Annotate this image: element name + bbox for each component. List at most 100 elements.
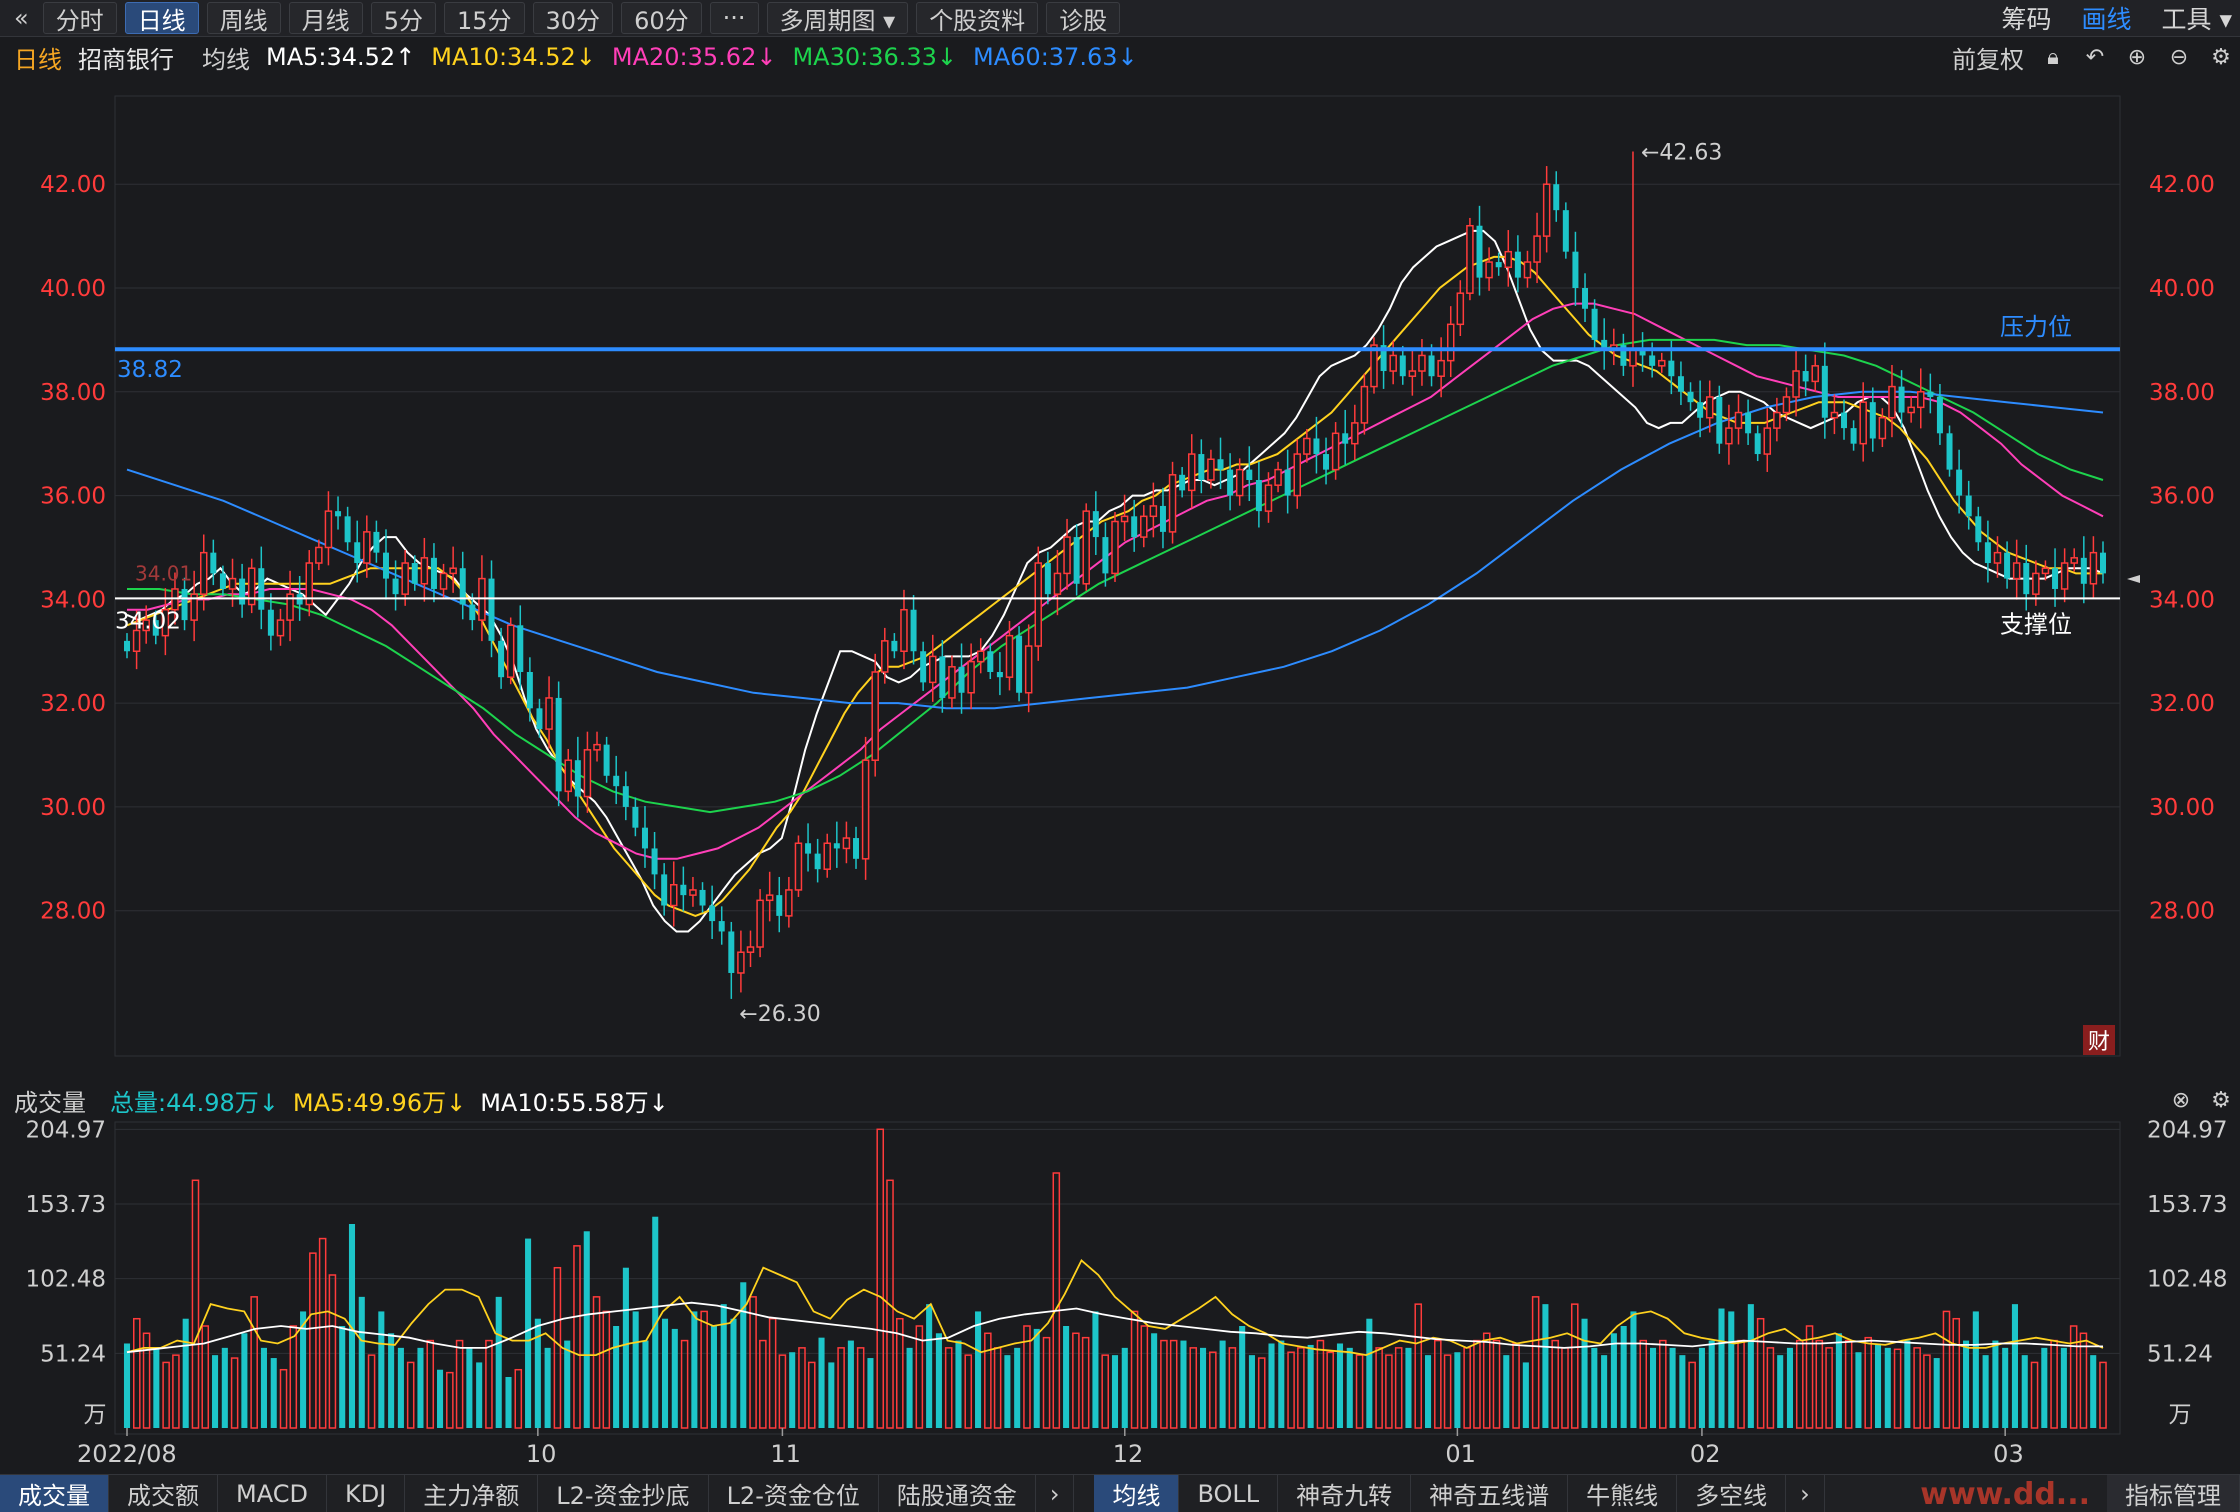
draw-line-button[interactable]: 画线 [2081,5,2132,34]
candle-up [1658,359,1666,367]
zoom-in-icon[interactable]: ⊕ [2127,44,2147,70]
ma-label[interactable]: 均线 [202,45,250,74]
volume-bar-down [1151,1333,1158,1428]
overlay-tab[interactable]: 多空线 [1677,1475,1787,1512]
indicator-tab[interactable]: 成交额 [109,1475,218,1512]
volume-bar-down [1669,1347,1676,1428]
candle-up [1187,453,1196,492]
candle-up [315,546,323,564]
volume-bar-up [328,1274,337,1429]
overlay-tab[interactable]: 神奇五线谱 [1411,1475,1569,1512]
price-axis-left: 42.00 40.00 38.00 36.00 34.00 32.00 30.00 28.00 [40,172,106,924]
volume-bar-down [1522,1362,1529,1428]
period-tab[interactable]: 日线 [124,2,199,35]
zoom-out-icon[interactable]: ⊖ [2169,44,2189,70]
chip-button[interactable]: 筹码 [2001,5,2052,34]
volume-bar-up [896,1317,904,1429]
candlestick-chart[interactable]: 42.00 40.00 38.00 36.00 34.00 32.00 30.00 28.00… [0,78,2240,1078]
volume-bar-down [1649,1347,1657,1428]
period-tab[interactable]: 诊股 [1046,2,1121,35]
period-tab[interactable]: 个股资料 [916,2,1039,35]
volume-tick-label: 153.73 [2147,1192,2227,1218]
period-tab[interactable]: 周线 [206,2,281,35]
gear-icon[interactable]: ⚙ [2211,1087,2231,1113]
volume-bar-up [2079,1332,2088,1429]
period-tab[interactable]: 月线 [288,2,363,35]
volume-bar-down [583,1231,590,1428]
overlay-tab[interactable]: BOLL [1179,1475,1279,1512]
price-tick-label: 34.00 [40,587,106,613]
period-tab[interactable]: 多周期图 ▾ [766,2,909,35]
volume-bar-down [1014,1347,1021,1428]
volume-bar-down [378,1311,385,1428]
indicator-tab[interactable]: 成交量 [0,1475,109,1512]
adjust-select[interactable]: 前复权 [1952,45,2024,74]
candle-up [1485,261,1493,279]
stock-name[interactable]: 招商银行 [78,45,174,74]
volume-bar-down [935,1333,942,1428]
fin-badge-label: 财 [2088,1030,2110,1055]
candle-down [488,578,495,641]
volume-chart[interactable]: 204.97 204.97 153.73 153.73 102.48 102.48 51.2… [0,1120,2240,1472]
volume-bar-down [1933,1358,1940,1428]
fin-badge[interactable] [2083,1025,2115,1055]
volume-bar-up [680,1339,689,1429]
candle-down [1313,438,1320,455]
overlay-tab[interactable]: 神奇九转 [1278,1475,1412,1512]
overlay-tab[interactable]: 牛熊线 [1568,1475,1678,1512]
indicator-tab[interactable]: L2-资金仓位 [709,1475,879,1512]
candle-down [1044,563,1051,595]
gear-icon[interactable]: ⚙ [2211,44,2231,70]
candle-up [1082,510,1090,585]
volume-bar-up [1434,1339,1442,1429]
period-tab[interactable]: 分时 [42,2,117,35]
chevron-right-icon[interactable]: › [1786,1475,1825,1512]
volume-bar-up [807,1361,816,1429]
overlay-tab[interactable]: 均线 [1094,1475,1180,1512]
period-tab[interactable]: 15分 [443,2,525,35]
volume-bar-down [720,1304,727,1428]
candle-up [1418,354,1426,372]
volume-bar-down [661,1318,669,1428]
volume-bar-up [367,1354,376,1429]
indicator-tab[interactable]: L2-资金抄底 [538,1475,709,1512]
candle-up [1303,437,1311,455]
undo-icon[interactable]: ↶ [2085,44,2105,70]
volume-bar-down [123,1343,131,1428]
candle-down [373,531,380,553]
volume-bar-down [1111,1355,1119,1428]
indicator-tab[interactable]: 主力净额 [405,1475,539,1512]
candle-down [1975,516,1982,543]
period-tab[interactable]: 60分 [621,2,702,35]
volume-bar-down [1835,1333,1842,1428]
lock-icon[interactable]: 🔒︎ [2047,44,2059,70]
volume-bar-down [2021,1355,2028,1428]
candle-up [161,608,170,637]
tools-dropdown[interactable]: 工具 ▾ [2161,5,2233,34]
volume-bar-down [652,1216,659,1428]
double-chevron-left-icon[interactable]: « [14,4,29,32]
candle-down [1179,474,1186,491]
candle-down [1323,454,1330,470]
period-tab[interactable]: ··· [709,2,759,34]
volume-bar-down [632,1311,639,1428]
volume-bar-down [1542,1304,1549,1428]
period-tab[interactable]: 30分 [532,2,614,35]
volume-bar-up [132,1317,141,1429]
indicator-tab[interactable]: MACD [218,1475,327,1512]
indicator-tab[interactable]: 陆股通资金 [879,1475,1036,1512]
volume-tick-label: 153.73 [26,1192,106,1218]
chevron-right-icon[interactable]: › [1036,1475,1075,1512]
candle-up [1466,224,1474,294]
volume-bar-down [1239,1326,1246,1428]
volume-bar-down [1698,1347,1705,1428]
candle-up [401,562,409,595]
candle-down [1687,391,1694,403]
indicator-tab[interactable]: KDJ [327,1475,406,1512]
indicator-manage-button[interactable]: 指标管理 [2107,1475,2240,1512]
volume-bar-down [710,1326,717,1428]
candle-down [382,552,389,579]
period-tab[interactable]: 5分 [370,2,436,35]
volume-bar-down [2002,1347,2009,1428]
close-icon[interactable]: ⊗ [2171,1087,2191,1113]
